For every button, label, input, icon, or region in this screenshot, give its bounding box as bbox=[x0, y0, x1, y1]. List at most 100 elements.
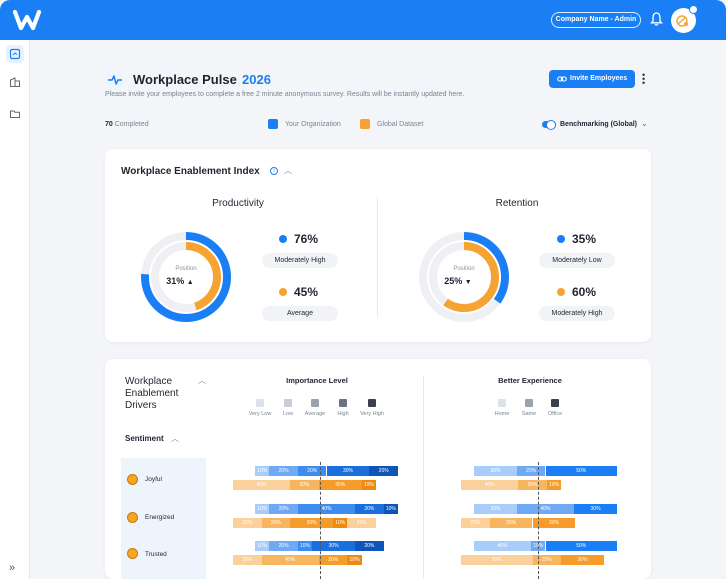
productivity-position-value: 31% ▲ bbox=[166, 276, 194, 286]
retention-position-value: 25% ▼ bbox=[444, 276, 472, 286]
importance-global-segment: 10% bbox=[347, 555, 362, 565]
importance-global-segment: 30% bbox=[290, 518, 334, 528]
importance-org-segment: 20% bbox=[269, 541, 298, 551]
level-swatch-low bbox=[284, 399, 292, 407]
importance-org-segment: 10% bbox=[255, 504, 270, 514]
importance-org-segment: 20% bbox=[297, 466, 327, 476]
importance-level-title: Importance Level bbox=[286, 376, 348, 385]
page-title: Workplace Pulse bbox=[133, 72, 237, 87]
importance-org-segment: 20% bbox=[369, 466, 398, 476]
importance-org-segment: 10% bbox=[297, 541, 313, 551]
experience-org-segment: 20% bbox=[516, 466, 546, 476]
productivity-global-level: Average bbox=[262, 306, 338, 321]
experience-global-segment: 20% bbox=[518, 480, 547, 490]
retention-title: Retention bbox=[495, 198, 539, 209]
experience-org-segment: 30% bbox=[474, 466, 517, 476]
retention-org-level: Moderately Low bbox=[539, 253, 615, 268]
joyful-emoji-icon bbox=[127, 474, 138, 485]
retention-org-dot bbox=[557, 235, 565, 243]
chevron-down-icon[interactable]: ⌄ bbox=[641, 119, 648, 128]
drivers-title: Workplace Enablement Drivers bbox=[125, 376, 179, 411]
sidebar-item-organization[interactable] bbox=[6, 73, 24, 91]
expand-sidebar-icon[interactable]: » bbox=[9, 562, 16, 574]
importance-org-segment: 10% bbox=[383, 504, 398, 514]
driver-trusted: Trusted bbox=[145, 551, 167, 558]
collapse-index-chevron-icon[interactable]: ︿ bbox=[284, 166, 292, 175]
importance-org-segment: 20% bbox=[269, 504, 298, 514]
level-label-very-low: Very Low bbox=[248, 411, 272, 417]
importance-org-segment: 20% bbox=[355, 541, 384, 551]
experience-global-segment: 30% bbox=[532, 518, 576, 528]
experience-global-segment: 20% bbox=[532, 555, 562, 565]
productivity-global-dot bbox=[279, 288, 287, 296]
retention-position-label: Position bbox=[453, 266, 475, 272]
importance-global-segment: 20% bbox=[290, 480, 319, 490]
collapse-sentiment-chevron-icon[interactable]: ︿ bbox=[171, 434, 179, 443]
energized-emoji-icon bbox=[127, 512, 138, 523]
enablement-index-title: Workplace Enablement Index bbox=[121, 166, 260, 177]
invite-employees-button[interactable]: Invite Employees bbox=[549, 70, 635, 88]
page-subtitle: Please invite your employees to complete… bbox=[105, 91, 465, 98]
legend-label-global: Global Dataset bbox=[377, 121, 424, 128]
experience-global-segment: 10% bbox=[546, 480, 562, 490]
retention-global-pct: 60% bbox=[572, 285, 597, 299]
experience-org-segment: 40% bbox=[474, 541, 532, 551]
benchmark-label[interactable]: Benchmarking (Global) bbox=[560, 121, 638, 128]
importance-org-segment: 40% bbox=[297, 504, 356, 514]
completed-label: Completed bbox=[112, 121, 149, 128]
level-label-high: High bbox=[337, 411, 349, 417]
pulse-icon bbox=[105, 70, 125, 90]
drivers-divider bbox=[423, 376, 424, 579]
experience-global-segment: 50% bbox=[461, 555, 533, 565]
collapse-drivers-chevron-icon[interactable]: ︿ bbox=[198, 376, 206, 385]
importance-org-segment: 10% bbox=[255, 466, 270, 476]
importance-org-segment: 10% bbox=[255, 541, 270, 551]
importance-median-line bbox=[320, 462, 321, 579]
retention-org-pct: 35% bbox=[572, 232, 597, 246]
more-options-icon[interactable]: • • • bbox=[642, 70, 646, 88]
retention-global-level: Moderately High bbox=[539, 306, 615, 321]
sidebar-item-folders[interactable] bbox=[6, 105, 24, 123]
building-icon bbox=[10, 77, 20, 87]
productivity-global-pct: 45% bbox=[294, 285, 319, 299]
productivity-org-level: Moderately High bbox=[262, 253, 338, 268]
importance-org-segment: 30% bbox=[312, 541, 356, 551]
experience-label-home: Home bbox=[494, 411, 510, 417]
productivity-title: Productivity bbox=[212, 198, 264, 209]
donut-org-arc bbox=[419, 232, 509, 322]
experience-global-segment: 30% bbox=[489, 518, 533, 528]
importance-global-segment: 20% bbox=[347, 518, 376, 528]
app-logo[interactable] bbox=[12, 8, 42, 32]
level-label-average: Average bbox=[304, 411, 326, 417]
importance-global-segment: 20% bbox=[233, 518, 262, 528]
productivity-org-dot bbox=[279, 235, 287, 243]
importance-global-segment: 20% bbox=[318, 555, 348, 565]
caret-up-icon: ▲ bbox=[186, 279, 194, 286]
experience-org-segment: 50% bbox=[545, 541, 617, 551]
sidebar-item-dashboard[interactable] bbox=[6, 45, 24, 63]
section-divider bbox=[377, 197, 378, 317]
level-swatch-very-high bbox=[368, 399, 376, 407]
benchmark-toggle[interactable] bbox=[542, 120, 556, 130]
company-selector[interactable]: Company Name - Admin bbox=[551, 12, 641, 28]
sidebar: » bbox=[0, 40, 30, 579]
legend-swatch-global bbox=[360, 119, 370, 129]
importance-global-segment: 40% bbox=[261, 555, 319, 565]
importance-global-segment: 20% bbox=[261, 518, 291, 528]
bell-icon[interactable] bbox=[650, 12, 663, 26]
dashboard-icon bbox=[9, 48, 21, 60]
experience-org-segment: 50% bbox=[545, 466, 617, 476]
driver-joyful: Joyful bbox=[145, 476, 162, 483]
level-swatch-high bbox=[339, 399, 347, 407]
experience-swatch-office bbox=[551, 399, 559, 407]
importance-global-segment: 10% bbox=[333, 518, 348, 528]
experience-org-segment: 30% bbox=[574, 504, 617, 514]
invite-employees-label: Invite Employees bbox=[570, 75, 628, 82]
info-icon[interactable]: i bbox=[270, 167, 278, 175]
importance-org-segment: 30% bbox=[326, 466, 370, 476]
productivity-donut bbox=[141, 232, 231, 322]
experience-global-segment: 40% bbox=[461, 480, 519, 490]
top-bar: Company Name - Admin bbox=[0, 0, 726, 40]
importance-global-segment: 10% bbox=[361, 480, 376, 490]
